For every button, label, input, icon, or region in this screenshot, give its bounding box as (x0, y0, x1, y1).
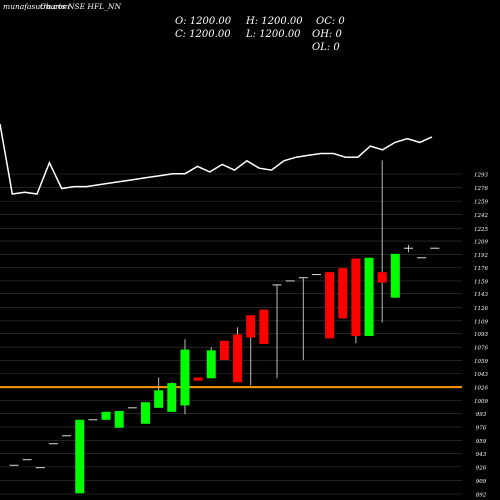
candle (272, 284, 282, 379)
candle (167, 382, 177, 412)
candle (101, 411, 111, 420)
candle-layer (9, 160, 440, 494)
candle (338, 268, 348, 319)
readout-ol: OL: 0 (312, 42, 340, 53)
readout-close: C: 1200.00 (175, 29, 231, 40)
candle-body (246, 315, 256, 338)
candle (259, 309, 269, 344)
candle (364, 257, 374, 336)
y-tick-label: 1093 (474, 332, 488, 338)
candle-body (206, 350, 216, 379)
candle (219, 340, 229, 360)
y-tick-label: 1126 (474, 306, 488, 312)
candle-body (193, 377, 203, 381)
y-tick-label: 1276 (474, 186, 488, 192)
candle (390, 253, 400, 298)
y-tick-label: 892 (476, 493, 487, 499)
candle (325, 272, 335, 339)
y-tick-label: 1242 (474, 213, 488, 219)
y-tick-label: 1159 (474, 279, 488, 285)
y-tick-label: 1009 (474, 399, 488, 405)
candle-body (259, 309, 269, 344)
y-tick-label: 926 (476, 465, 487, 471)
candle-body (351, 258, 361, 336)
candle (206, 347, 216, 379)
site-watermark: munafasutra.com (3, 2, 69, 11)
candle-body (141, 402, 150, 424)
readout-oc: OC: 0 (316, 16, 345, 27)
grid-layer (0, 173, 462, 495)
candle (114, 411, 124, 428)
y-tick-label: 909 (476, 479, 487, 485)
readout-high: H: 1200.00 (245, 16, 303, 27)
candle (246, 315, 256, 386)
y-tick-label: 993 (476, 412, 487, 418)
y-tick-label: 1225 (474, 227, 488, 233)
candle-body (233, 334, 243, 383)
y-tick-label: 1059 (474, 359, 488, 365)
candle (154, 377, 164, 408)
readout-open: O: 1200.00 (175, 16, 232, 27)
candle (404, 245, 413, 253)
chart-title: Charts NSE HFL_NN (40, 2, 121, 11)
y-tick-label: 943 (476, 452, 487, 458)
candle (75, 419, 85, 494)
candle-body (154, 390, 164, 408)
candle (377, 160, 387, 323)
candle-body (390, 253, 400, 298)
y-tick-label: 959 (476, 439, 487, 445)
candle-body (180, 349, 190, 406)
y-tick-label: 1209 (474, 240, 488, 246)
candle-body (114, 411, 124, 428)
y-tick-label: 1076 (474, 346, 488, 352)
y-tick-label: 1259 (474, 200, 488, 206)
y-tick-label: 1176 (474, 266, 488, 272)
y-tick-label: 1109 (474, 319, 488, 325)
candle-body (377, 272, 387, 283)
candle-body (325, 272, 335, 339)
candle (141, 402, 150, 424)
candle (298, 277, 308, 360)
line-layer (0, 123, 433, 195)
y-tick-label: 1026 (474, 386, 488, 392)
y-tick-label: 1043 (474, 372, 488, 378)
readout-oh: OH: 0 (312, 29, 342, 40)
readout-low: L: 1200.00 (245, 29, 301, 40)
candle (351, 258, 361, 344)
candle (233, 327, 243, 383)
tick-layer: 1293 1276 1259 1242 1225 1209 1192 1176 1159 1143… (474, 173, 488, 499)
y-tick-label: 976 (476, 425, 487, 431)
y-tick-label: 1143 (474, 292, 488, 298)
candle-body (364, 257, 374, 336)
trend-line-series (0, 123, 433, 195)
candle (193, 377, 203, 381)
candle-body (167, 383, 177, 412)
candle-body (219, 340, 229, 360)
candle (180, 339, 190, 415)
candle-body (75, 419, 85, 494)
candle-body (101, 411, 111, 420)
candle-body (338, 268, 348, 319)
y-tick-label: 1293 (474, 173, 488, 179)
y-tick-label: 1192 (474, 253, 488, 259)
